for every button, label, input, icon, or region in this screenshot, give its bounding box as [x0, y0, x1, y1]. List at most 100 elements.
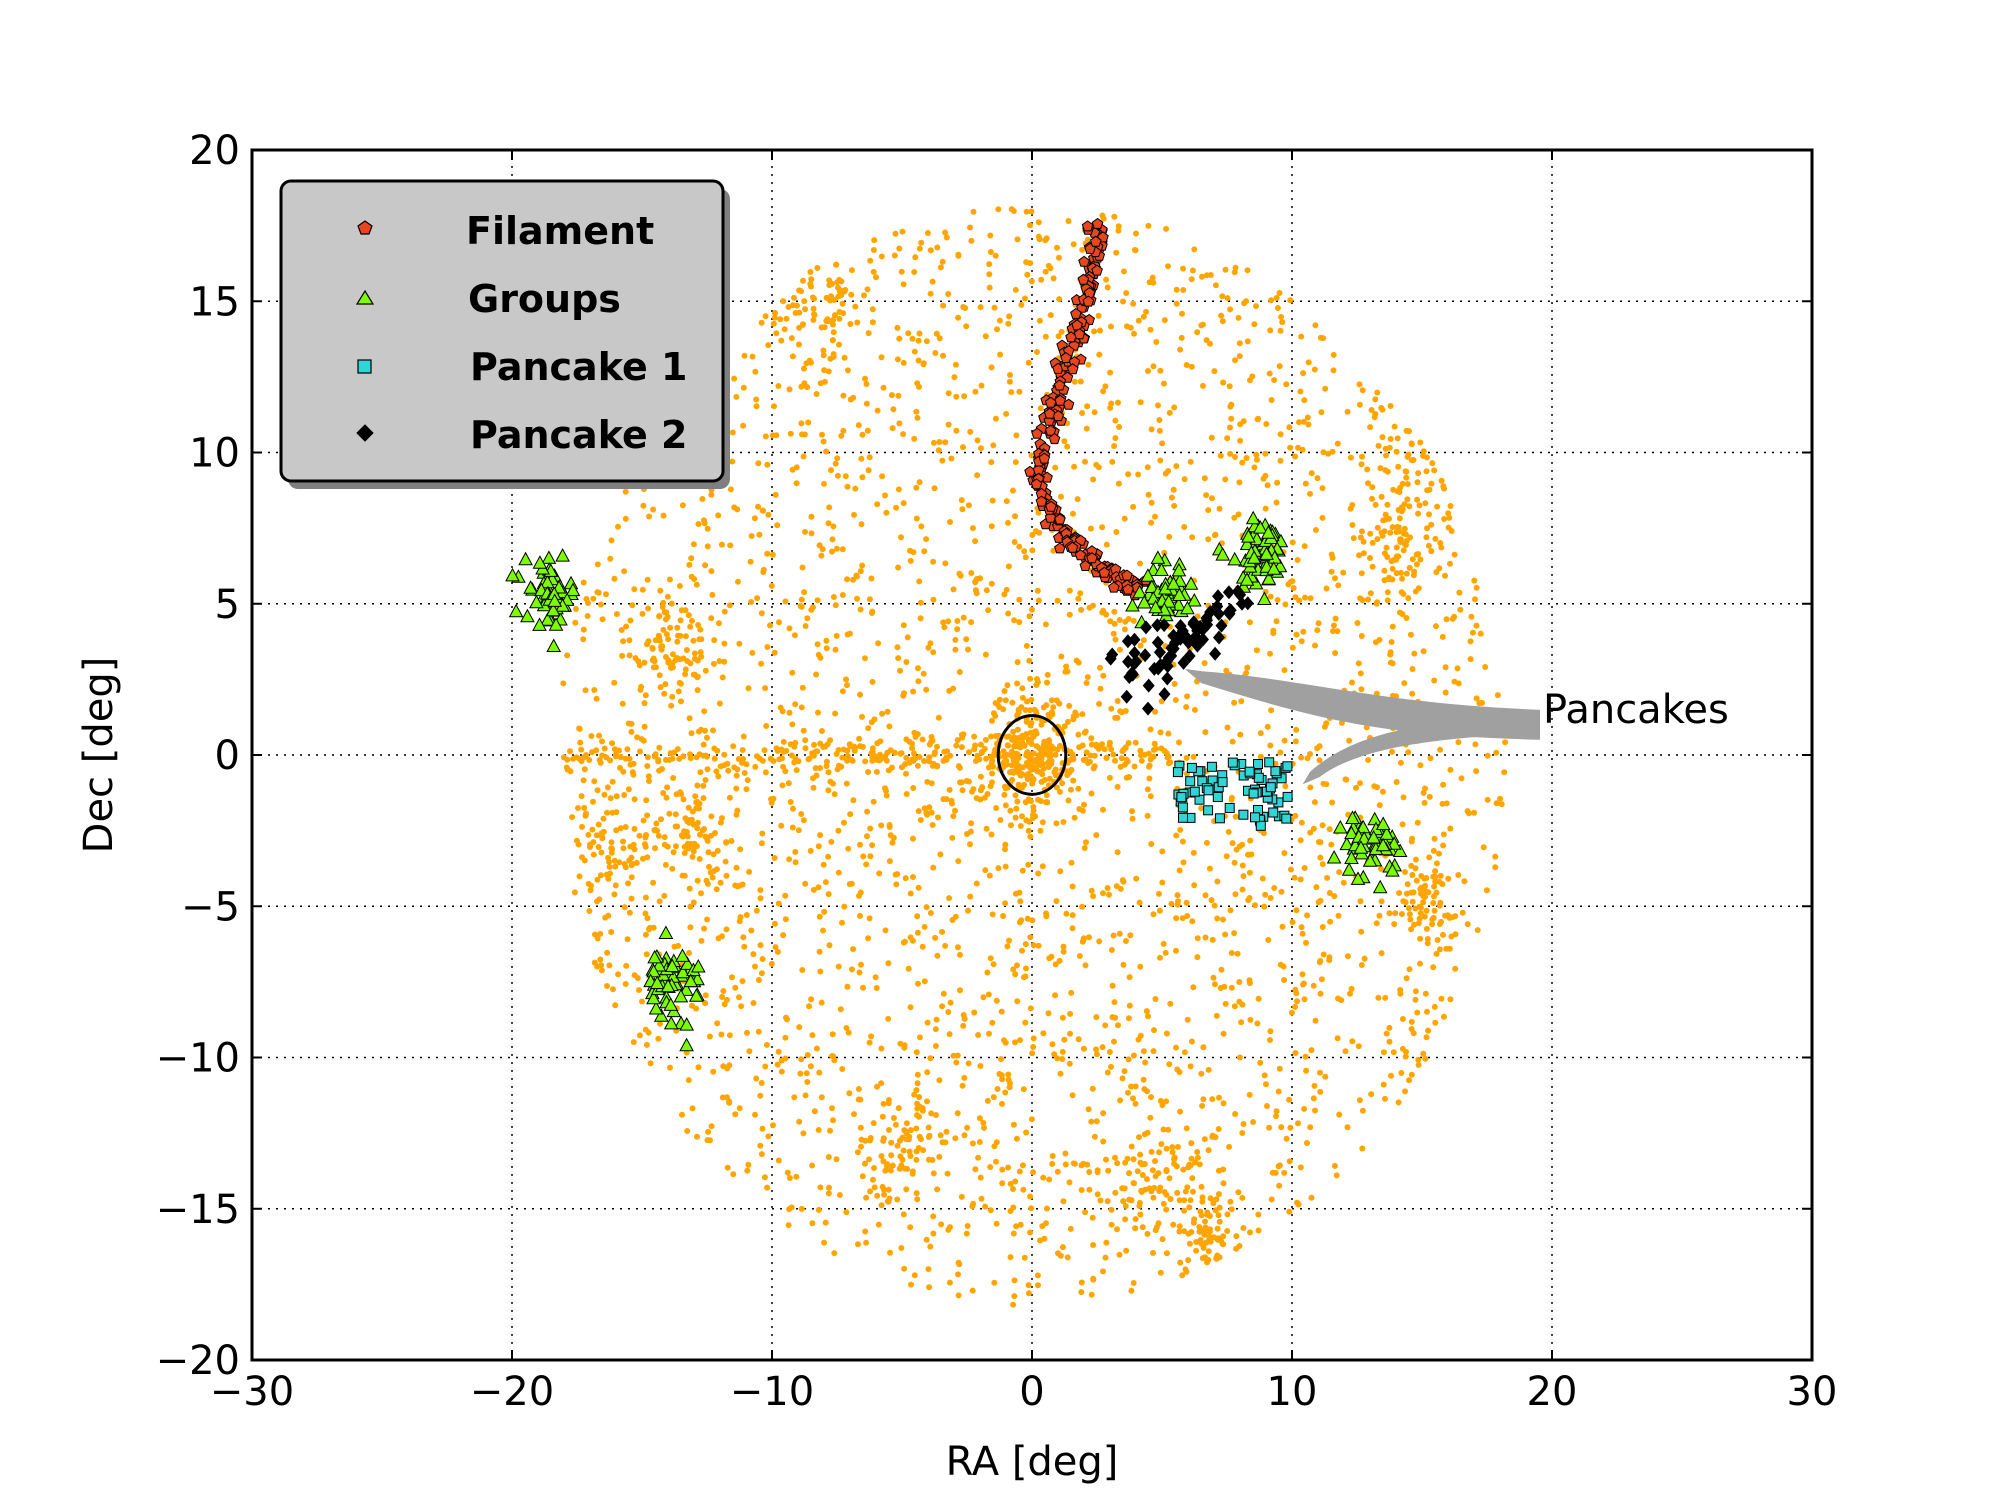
galaxy-point [755, 977, 762, 983]
galaxy-point [1224, 724, 1231, 731]
galaxy-point [985, 991, 992, 998]
galaxy-point [1289, 539, 1296, 546]
galaxy-point [1024, 915, 1031, 922]
galaxy-point [600, 828, 607, 835]
galaxy-point [1263, 421, 1270, 427]
galaxy-point [791, 1094, 798, 1101]
galaxy-point [641, 723, 648, 730]
galaxy-point [1431, 677, 1438, 684]
galaxy-point [817, 765, 824, 771]
galaxy-point [1357, 670, 1364, 677]
galaxy-point [1157, 1184, 1164, 1191]
galaxy-point [903, 659, 910, 665]
galaxy-point [1173, 915, 1180, 922]
galaxy-point [1157, 367, 1164, 374]
galaxy-point [1312, 1017, 1319, 1024]
galaxy-point [819, 546, 826, 553]
galaxy-point [1437, 746, 1444, 753]
galaxy-point [839, 592, 846, 598]
galaxy-point [895, 564, 902, 571]
galaxy-point [1089, 1214, 1096, 1221]
pancake-2-point [1128, 656, 1141, 671]
galaxy-point [907, 934, 914, 941]
galaxy-point [986, 284, 993, 291]
galaxy-point [1426, 511, 1432, 518]
galaxy-point [1001, 688, 1008, 694]
galaxy-point [1162, 470, 1169, 477]
galaxy-point [987, 1164, 994, 1170]
galaxy-point [690, 848, 697, 855]
galaxy-point [753, 907, 760, 914]
galaxy-point [1104, 284, 1111, 291]
galaxy-point [935, 447, 942, 454]
galaxy-point [1276, 1182, 1283, 1189]
galaxy-point [765, 342, 772, 349]
galaxy-point [988, 760, 995, 767]
galaxy-point [679, 1111, 685, 1118]
galaxy-point [1030, 804, 1037, 810]
galaxy-point [882, 492, 888, 499]
group-point [548, 617, 564, 631]
galaxy-point [878, 253, 885, 260]
galaxy-point [1394, 435, 1401, 442]
galaxy-point [1011, 1277, 1018, 1284]
galaxy-point [757, 1142, 764, 1149]
galaxy-point [1079, 742, 1086, 749]
galaxy-point [1173, 286, 1180, 293]
galaxy-point [1030, 942, 1037, 949]
galaxy-point [1137, 1151, 1144, 1158]
galaxy-point [877, 751, 883, 758]
galaxy-point [1027, 798, 1034, 805]
galaxy-point [846, 741, 853, 748]
galaxy-point [1467, 656, 1474, 663]
galaxy-point [787, 799, 794, 805]
galaxy-point [905, 330, 912, 337]
galaxy-point [1137, 642, 1144, 649]
galaxy-point [924, 811, 930, 818]
galaxy-point [914, 913, 921, 920]
galaxy-point [650, 879, 657, 886]
galaxy-point [764, 550, 771, 557]
galaxy-point [1298, 754, 1305, 761]
galaxy-point [674, 823, 681, 830]
galaxy-point [1238, 1019, 1245, 1026]
galaxy-point [781, 326, 788, 333]
galaxy-point [1022, 941, 1029, 948]
galaxy-point [1298, 924, 1305, 931]
galaxy-point [1146, 763, 1152, 770]
galaxy-point [1162, 949, 1169, 956]
galaxy-point [999, 1180, 1006, 1187]
galaxy-point [1431, 907, 1438, 914]
galaxy-point [1406, 503, 1413, 510]
galaxy-point [1409, 666, 1416, 672]
galaxy-point [1187, 1063, 1194, 1070]
galaxy-point [785, 780, 792, 787]
galaxy-point [1278, 314, 1285, 320]
galaxy-point [936, 1153, 943, 1160]
galaxy-point [1319, 861, 1326, 868]
galaxy-point [903, 1136, 910, 1143]
galaxy-point [1142, 1059, 1149, 1066]
galaxy-point [825, 853, 832, 860]
galaxy-point [778, 1068, 785, 1075]
galaxy-point [804, 1052, 811, 1058]
galaxy-point [886, 824, 893, 830]
galaxy-point [700, 517, 707, 524]
galaxy-point [995, 206, 1002, 213]
galaxy-point [661, 690, 668, 697]
galaxy-point [1001, 791, 1008, 798]
galaxy-point [857, 691, 863, 698]
galaxy-point [798, 288, 804, 295]
group-point [1385, 863, 1400, 877]
galaxy-point [762, 313, 769, 320]
galaxy-point [1010, 1121, 1017, 1128]
galaxy-point [819, 431, 825, 438]
galaxy-point [843, 1209, 850, 1216]
galaxy-point [919, 736, 926, 743]
galaxy-point [1212, 981, 1218, 988]
galaxy-point [750, 951, 757, 958]
galaxy-point [777, 704, 784, 711]
galaxy-point [836, 315, 843, 322]
galaxy-point [694, 782, 701, 789]
galaxy-point [894, 356, 901, 363]
